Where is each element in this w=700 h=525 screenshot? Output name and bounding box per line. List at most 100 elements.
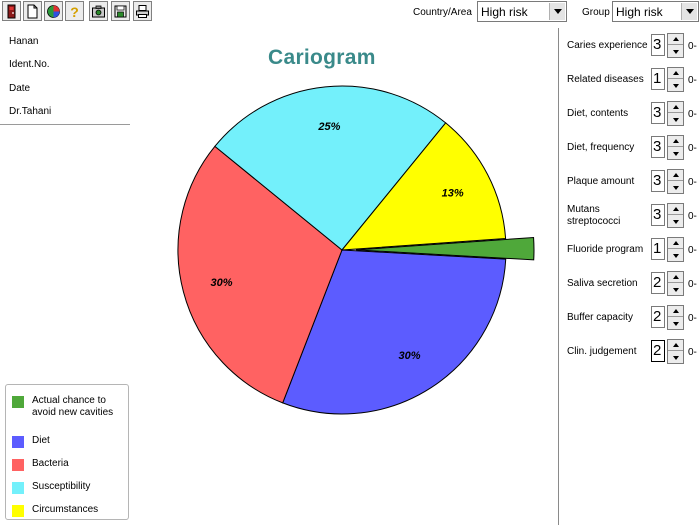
chart-legend: Actual chance to avoid new cavities Diet… — [5, 384, 129, 520]
legend-item: Actual chance to avoid new cavities — [12, 395, 122, 419]
param-spinner — [667, 339, 684, 364]
param-value-input[interactable]: 1 — [651, 238, 665, 260]
legend-item: Diet — [12, 435, 122, 448]
pie-slice-circumstances — [340, 122, 507, 251]
param-range: 0- — [688, 211, 697, 222]
spin-down-icon[interactable] — [668, 352, 683, 363]
print-icon — [136, 4, 149, 18]
date-label: Date — [9, 83, 31, 94]
group-label: Group — [582, 7, 610, 18]
param-value-input[interactable]: 3 — [651, 102, 665, 124]
pie-slice-label: 25% — [317, 121, 340, 133]
legend-swatch — [12, 505, 24, 517]
spin-down-icon[interactable] — [668, 148, 683, 159]
help-icon: ? — [70, 4, 79, 19]
country-area-select[interactable]: High risk — [477, 1, 567, 22]
pie-slice-label: 30% — [210, 277, 232, 289]
chevron-down-icon[interactable] — [549, 3, 565, 20]
param-range: 0- — [688, 245, 697, 256]
param-range: 0- — [688, 313, 697, 324]
spin-up-icon[interactable] — [668, 306, 683, 317]
chevron-down-icon[interactable] — [681, 3, 697, 20]
legend-swatch — [12, 436, 24, 448]
spin-down-icon[interactable] — [668, 182, 683, 193]
param-range: 0- — [688, 347, 697, 358]
exit-button[interactable] — [2, 1, 21, 21]
spin-down-icon[interactable] — [668, 216, 683, 227]
spin-up-icon[interactable] — [668, 102, 683, 113]
spin-down-icon[interactable] — [668, 80, 683, 91]
param-spinner — [667, 237, 684, 262]
param-value-input[interactable]: 3 — [651, 34, 665, 56]
param-range: 0- — [688, 75, 697, 86]
param-label: Plaque amount — [567, 176, 635, 187]
param-value-input[interactable]: 2 — [651, 272, 665, 294]
param-row-clin-judgement: Clin. judgement 2 0- — [559, 338, 700, 366]
spin-up-icon[interactable] — [668, 272, 683, 283]
param-range: 0- — [688, 41, 697, 52]
param-spinner — [667, 271, 684, 296]
param-label: Mutans streptococci — [567, 204, 621, 227]
spin-down-icon[interactable] — [668, 318, 683, 329]
legend-swatch — [12, 459, 24, 471]
camera-icon — [92, 5, 105, 17]
print-button[interactable] — [133, 1, 152, 21]
help-button[interactable]: ? — [65, 1, 84, 21]
spin-up-icon[interactable] — [668, 238, 683, 249]
param-row-diet-contents: Diet, contents 3 0- — [559, 100, 700, 128]
spin-down-icon[interactable] — [668, 114, 683, 125]
spin-up-icon[interactable] — [668, 170, 683, 181]
spin-down-icon[interactable] — [668, 284, 683, 295]
toolbar: ? Country/Area High risk Group High risk — [0, 0, 700, 24]
group-select[interactable]: High risk — [612, 1, 699, 22]
spin-up-icon[interactable] — [668, 68, 683, 79]
param-row-mutans-streptococci: Mutans streptococci 3 0- — [559, 202, 700, 230]
param-spinner — [667, 67, 684, 92]
param-label: Caries experience — [567, 40, 648, 51]
spin-down-icon[interactable] — [668, 46, 683, 57]
param-spinner — [667, 305, 684, 330]
save-button[interactable] — [111, 1, 130, 21]
param-range: 0- — [688, 177, 697, 188]
legend-item: Bacteria — [12, 458, 122, 471]
param-row-related-diseases: Related diseases 1 0- — [559, 66, 700, 94]
legend-item: Susceptibility — [12, 481, 122, 494]
param-value-input[interactable]: 3 — [651, 170, 665, 192]
pie-slice-label: 30% — [399, 350, 421, 362]
param-row-plaque-amount: Plaque amount 3 0- — [559, 168, 700, 196]
param-spinner — [667, 169, 684, 194]
param-value-input[interactable]: 2 — [651, 306, 665, 328]
pie-slice-susceptibility — [214, 85, 447, 251]
param-value-input[interactable]: 2 — [651, 340, 665, 362]
camera-button[interactable] — [89, 1, 108, 21]
pie-slice-label: 13% — [442, 188, 464, 200]
country-area-value: High risk — [481, 5, 528, 19]
spin-up-icon[interactable] — [668, 204, 683, 215]
param-spinner — [667, 101, 684, 126]
param-row-diet-frequency: Diet, frequency 3 0- — [559, 134, 700, 162]
group-value: High risk — [616, 5, 663, 19]
param-spinner — [667, 135, 684, 160]
cariogram-pie-chart: 30% 30% 25% 13% — [177, 85, 535, 415]
param-value-input[interactable]: 1 — [651, 68, 665, 90]
spin-down-icon[interactable] — [668, 250, 683, 261]
param-value-input[interactable]: 3 — [651, 204, 665, 226]
legend-label: Bacteria — [32, 458, 69, 469]
spin-up-icon[interactable] — [668, 340, 683, 351]
new-document-button[interactable] — [23, 1, 42, 21]
spin-up-icon[interactable] — [668, 34, 683, 45]
param-label: Diet, contents — [567, 108, 629, 119]
param-label: Saliva secretion — [567, 278, 638, 289]
legend-swatch — [12, 396, 24, 408]
save-icon — [114, 5, 127, 17]
param-label: Fluoride program — [567, 244, 644, 255]
param-value-input[interactable]: 3 — [651, 136, 665, 158]
spin-up-icon[interactable] — [668, 136, 683, 147]
chart-button[interactable] — [44, 1, 63, 21]
chart-icon — [47, 4, 60, 18]
parameters-panel: Caries experience 3 0- Related diseases … — [558, 28, 700, 525]
param-range: 0- — [688, 143, 697, 154]
new-document-icon — [27, 4, 38, 18]
legend-label: Susceptibility — [32, 481, 91, 492]
country-area-label: Country/Area — [413, 7, 472, 18]
